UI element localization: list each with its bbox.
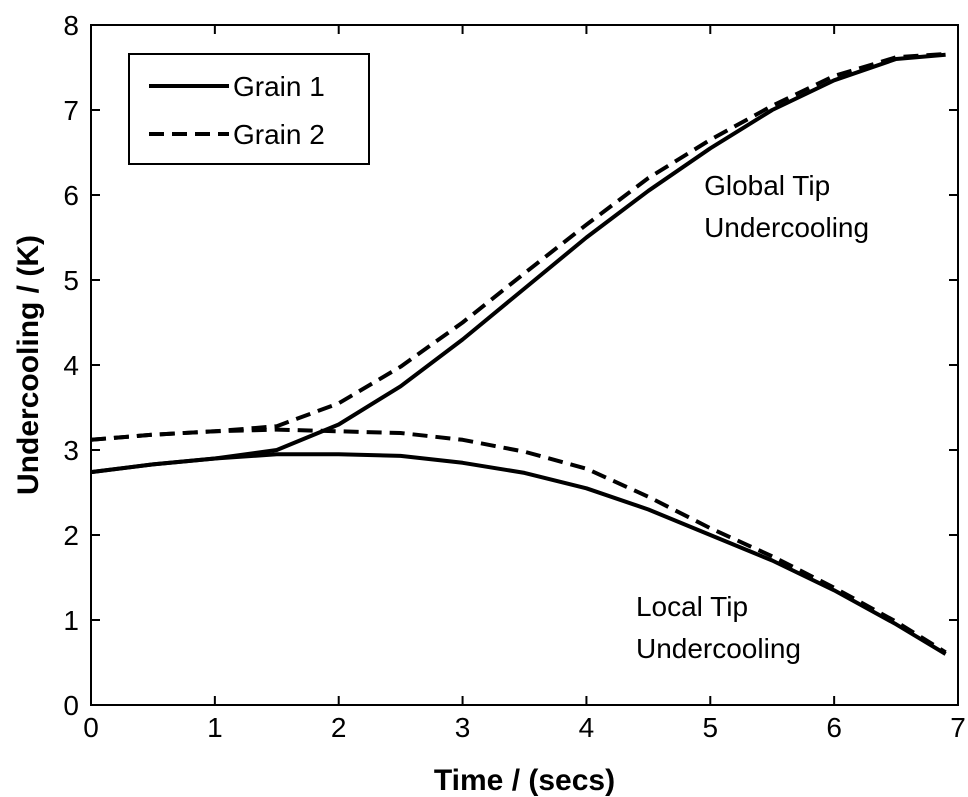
y-tick-label: 3: [63, 435, 79, 466]
legend-box: [128, 53, 370, 165]
annotation-text: Undercooling: [636, 633, 801, 664]
y-tick-label: 6: [63, 180, 79, 211]
x-tick-label: 4: [579, 712, 595, 743]
x-tick-label: 1: [207, 712, 223, 743]
legend: Grain 1 Grain 2: [128, 53, 370, 165]
legend-label: Grain 1: [233, 71, 325, 102]
y-axis-title: Undercooling / (K): [12, 235, 45, 495]
plot-area: [90, 51, 947, 656]
annotation-text: Undercooling: [704, 212, 869, 243]
y-tick-label: 7: [63, 95, 79, 126]
x-tick-label: 2: [331, 712, 347, 743]
x-tick-label: 6: [826, 712, 842, 743]
x-axis-title: Time / (secs): [434, 764, 615, 797]
annotation-text: Global Tip: [704, 170, 830, 201]
y-tick-label: 4: [63, 350, 79, 381]
x-tick-label: 5: [702, 712, 718, 743]
x-tick-label: 3: [455, 712, 471, 743]
y-tick-label: 8: [63, 10, 79, 41]
y-tick-label: 0: [63, 690, 79, 721]
x-tick-label: 0: [83, 712, 99, 743]
y-tick-label: 5: [63, 265, 79, 296]
axes: 0 1 2 3 4 5 6 7 0 1 2 3 4 5 6 7 8: [63, 10, 965, 743]
x-tick-label: 7: [950, 712, 966, 743]
series-line-grain-2-local: [90, 427, 947, 655]
annotations: Global Tip Undercooling Local Tip Undercool…: [636, 170, 869, 664]
y-tick-label: 2: [63, 520, 79, 551]
annotation-text: Local Tip: [636, 591, 748, 622]
legend-label: Grain 2: [233, 119, 325, 150]
y-tick-label: 1: [63, 605, 79, 636]
series-line-grain-1-local: [90, 452, 947, 656]
